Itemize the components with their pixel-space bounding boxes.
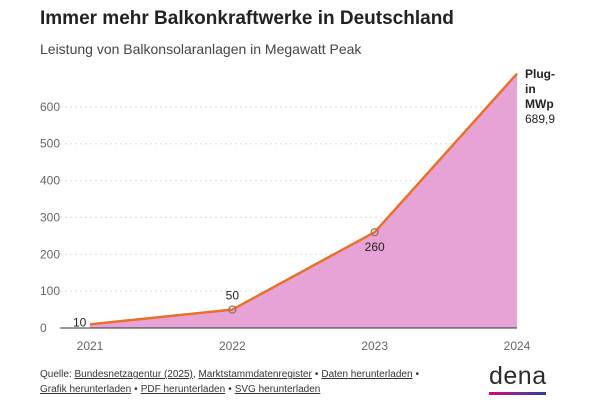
area-chart: 0 100 200 300 400 500 600 2021 2022 2023 2024 10 5… xyxy=(40,67,555,353)
y-axis: 0 100 200 300 400 500 600 xyxy=(40,100,60,335)
series-label-line: in xyxy=(525,82,536,96)
source-footer: Quelle: Bundesnetzagentur (2025), Markts… xyxy=(40,367,422,397)
y-tick-label: 300 xyxy=(40,210,60,224)
series-label-line: MWp xyxy=(525,97,554,111)
y-tick-label: 500 xyxy=(40,137,60,151)
series-area-fill xyxy=(90,73,517,329)
footer-line-1: Quelle: Bundesnetzagentur (2025), Markts… xyxy=(40,369,420,380)
chart-title: Immer mehr Balkonkraftwerke in Deutschla… xyxy=(40,8,454,29)
series-line xyxy=(89,72,518,326)
x-axis: 2021 2022 2023 2024 xyxy=(60,327,531,353)
download-pdf-link[interactable]: PDF herunterladen xyxy=(140,384,226,395)
footer-line-2: Grafik herunterladen • PDF herunterladen • S… xyxy=(40,384,321,395)
data-label-2022: 50 xyxy=(226,289,240,303)
logo-underline xyxy=(489,392,546,395)
y-tick-label: 400 xyxy=(40,174,60,188)
download-graphic-link[interactable]: Grafik herunterladen xyxy=(40,384,132,395)
area-layer xyxy=(89,72,518,329)
x-tick-label: 2024 xyxy=(504,339,531,353)
source-link-bundesnetzagentur[interactable]: Bundesnetzagentur (2025) xyxy=(74,369,193,380)
data-point-marker xyxy=(370,228,379,237)
data-label-2021: 10 xyxy=(73,315,87,329)
data-label-2023: 260 xyxy=(365,240,385,254)
download-svg-link[interactable]: SVG herunterladen xyxy=(234,384,321,395)
x-tick-label: 2021 xyxy=(77,339,104,353)
x-tick-label: 2022 xyxy=(219,339,246,353)
data-label-2024: 689,9 xyxy=(525,112,555,126)
source-link-marktstammdatenregister[interactable]: Marktstammdatenregister xyxy=(198,369,312,380)
download-data-link[interactable]: Daten herunterladen xyxy=(321,369,413,380)
chart-subtitle: Leistung von Balkonsolaranlagen in Megaw… xyxy=(40,41,362,57)
source-prefix: Quelle: xyxy=(40,369,75,380)
series-label-line: Plug- xyxy=(525,67,555,81)
y-tick-label: 100 xyxy=(40,284,60,298)
y-tick-label: 0 xyxy=(40,321,47,335)
x-tick-label: 2023 xyxy=(361,339,388,353)
y-tick-label: 600 xyxy=(40,100,60,114)
y-tick-label: 200 xyxy=(40,247,60,261)
data-point-marker xyxy=(228,305,237,314)
dena-logo[interactable]: dena xyxy=(489,362,547,390)
